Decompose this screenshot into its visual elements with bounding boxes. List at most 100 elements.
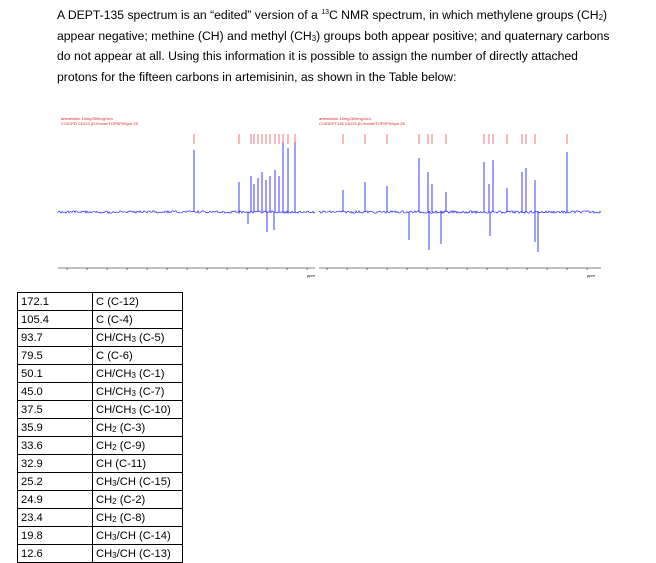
carbon-type-subscript: 3 (131, 406, 136, 416)
carbon-type-cell: CH2 (C-3) (92, 418, 183, 437)
carbon-type-text: C (C-4) (96, 313, 133, 326)
right-spectrum-baseline (318, 209, 602, 215)
carbon-type-cell: CH/CH3 (C-1) (92, 364, 183, 383)
carbon-type-subscript: 3 (112, 478, 117, 488)
carbon-type-cell: CH2 (C-9) (92, 436, 183, 455)
intro-part3: ) appear negative; methine (CH) and meth… (57, 8, 608, 43)
carbon-type-cell: CH/CH3 (C-10) (92, 400, 183, 419)
intro-part4: ) groups both appear positive; and quate… (57, 28, 610, 84)
nmr-spectrum-figure: artemisinin 15mg/300mg/1mL C13CPD CDCl3 … (57, 112, 602, 287)
carbon-position-text: (C-5) (135, 331, 165, 344)
carbon-type-text: CH/CH (96, 403, 132, 416)
carbon-type-text: CH (96, 493, 113, 506)
carbon-type-subscript: 3 (131, 334, 136, 344)
left-spectrum-baseline (57, 209, 316, 215)
carbon-type-cell: CH3/CH (C-15) (92, 472, 183, 491)
carbon-position-text: (C-8) (116, 511, 146, 524)
carbon-type-text: CH (96, 421, 113, 434)
chemical-shift-cell: 45.0 (17, 382, 93, 401)
table-row: 35.9 CH2 (C-3) (17, 418, 183, 437)
table-row: 105.4 C (C-4) (17, 310, 183, 329)
carbon-type-cell: CH2 (C-8) (92, 508, 183, 527)
right-spectrum-title: artemisinin 15mg/300mg/1mL (319, 116, 372, 121)
carbon-type-subscript: 2 (112, 514, 117, 524)
table-row: 45.0 CH/CH3 (C-7) (17, 382, 183, 401)
carbon-type-cell: CH3/CH (C-14) (92, 526, 183, 545)
table-row: 37.5 CH/CH3 (C-10) (17, 400, 183, 419)
carbon-position-text: /CH (C-14) (116, 529, 171, 542)
table-row: 19.8 CH3/CH (C-14) (17, 526, 183, 545)
chemical-shift-cell: 32.9 (17, 454, 93, 473)
carbon-type-text: CH/CH (96, 385, 132, 398)
carbon-type-cell: CH2 (C-2) (92, 490, 183, 509)
carbon-type-text: C (C-6) (96, 349, 133, 362)
carbon-position-text: /CH (C-13) (116, 547, 171, 560)
table-row: 50.1 CH/CH3 (C-1) (17, 364, 183, 383)
isotope-superscript: 13 (321, 9, 329, 16)
right-spectrum-subtitle: C13DEPT135 CDCl3 {D:\home\TOPSPIN\ym 25 (319, 121, 406, 126)
carbon-position-text: (C-7) (135, 385, 165, 398)
carbon-type-text: CH (96, 547, 113, 560)
carbon-type-subscript: 3 (131, 388, 136, 398)
carbon-type-cell: CH/CH3 (C-7) (92, 382, 183, 401)
right-axis-unit: ppm (587, 273, 595, 278)
carbon-type-text: CH/CH (96, 367, 132, 380)
carbon-type-cell: CH/CH3 (C-5) (92, 328, 183, 347)
chemical-shift-cell: 79.5 (17, 346, 93, 365)
carbon-type-text: CH (96, 439, 113, 452)
carbon-position-text: /CH (C-15) (116, 475, 171, 488)
table-row: 12.6 CH3/CH (C-13) (17, 544, 183, 563)
chemical-shift-cell: 93.7 (17, 328, 93, 347)
table-row: 172.1 C (C-12) (17, 292, 183, 311)
chemical-shift-cell: 23.4 (17, 508, 93, 527)
table-row: 33.6 CH2 (C-9) (17, 436, 183, 455)
carbon-position-text: (C-1) (135, 367, 165, 380)
carbon-assignment-table: 172.1 C (C-12) 105.4 C (C-4) 93.7 CH/CH3 (C-5… (17, 292, 183, 563)
intro-paragraph: A DEPT-135 spectrum is an “edited” versi… (57, 5, 617, 87)
intro-sub2: 3 (311, 33, 317, 43)
chemical-shift-cell: 33.6 (17, 436, 93, 455)
intro-sub1: 2 (598, 13, 604, 22)
carbon-type-subscript: 2 (112, 424, 117, 434)
carbon-type-cell: C (C-6) (92, 346, 183, 365)
carbon-type-text: CH (96, 475, 113, 488)
carbon-type-text: CH (C-11) (96, 457, 147, 470)
carbon-type-subscript: 2 (112, 442, 117, 452)
carbon-type-subscript: 3 (131, 370, 136, 380)
carbon-type-text: C (C-12) (96, 295, 139, 308)
nmr-spectrum-svg: artemisinin 15mg/300mg/1mL C13CPD CDCl3 … (57, 116, 602, 278)
chemical-shift-cell: 25.2 (17, 472, 93, 491)
spectrum-peaks (57, 134, 602, 270)
chemical-shift-cell: 24.9 (17, 490, 93, 509)
carbon-type-cell: CH (C-11) (92, 454, 183, 473)
carbon-type-subscript: 3 (112, 550, 117, 560)
carbon-type-subscript: 2 (112, 496, 117, 506)
intro-part1: A DEPT-135 spectrum is an “edited” versi… (57, 8, 322, 22)
table-row: 32.9 CH (C-11) (17, 454, 183, 473)
table-row: 23.4 CH2 (C-8) (17, 508, 183, 527)
carbon-type-text: CH (96, 511, 113, 524)
left-axis-unit: ppm (307, 273, 315, 278)
chemical-shift-cell: 50.1 (17, 364, 93, 383)
table-row: 24.9 CH2 (C-2) (17, 490, 183, 509)
carbon-type-text: CH (96, 529, 113, 542)
chemical-shift-cell: 19.8 (17, 526, 93, 545)
carbon-type-subscript: 3 (112, 532, 117, 542)
chemical-shift-cell: 37.5 (17, 400, 93, 419)
carbon-position-text: (C-9) (116, 439, 146, 452)
carbon-type-cell: C (C-4) (92, 310, 183, 329)
intro-part2: C NMR spectrum, in which methylene group… (328, 8, 599, 22)
carbon-type-cell: C (C-12) (92, 292, 183, 311)
chemical-shift-cell: 105.4 (17, 310, 93, 329)
carbon-position-text: (C-3) (116, 421, 146, 434)
carbon-position-text: (C-10) (135, 403, 171, 416)
table-row: 79.5 C (C-6) (17, 346, 183, 365)
left-spectrum-title: artemisinin 15mg/300mg/1mL (61, 116, 114, 121)
assignment-table-body: 172.1 C (C-12) 105.4 C (C-4) 93.7 CH/CH3 (C-5… (17, 292, 183, 563)
table-row: 93.7 CH/CH3 (C-5) (17, 328, 183, 347)
chemical-shift-cell: 172.1 (17, 292, 93, 311)
table-row: 25.2 CH3/CH (C-15) (17, 472, 183, 491)
carbon-position-text: (C-2) (116, 493, 146, 506)
left-spectrum-subtitle: C13CPD CDCl3 {D:\home\TOPSPIN\ym 25 (61, 121, 139, 126)
carbon-type-text: CH/CH (96, 331, 132, 344)
